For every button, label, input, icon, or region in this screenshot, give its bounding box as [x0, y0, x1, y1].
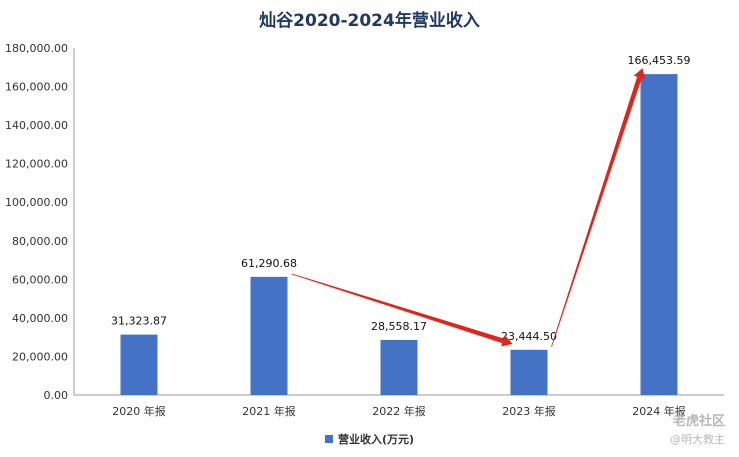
watermark-line2: @明大教主 — [670, 433, 725, 446]
y-tick-label: 120,000.00 — [5, 158, 68, 171]
bar — [640, 74, 678, 395]
bar — [120, 334, 158, 395]
data-label: 61,290.68 — [241, 257, 297, 270]
y-tick-label: 0.00 — [44, 389, 69, 402]
y-tick-label: 80,000.00 — [12, 235, 68, 248]
legend-label: 营业收入(万元) — [337, 433, 415, 446]
trend-arrow-shaft — [551, 76, 642, 347]
watermark: 老虎社区 @明大教主 — [670, 410, 725, 447]
y-tick-label: 180,000.00 — [5, 42, 68, 55]
y-tick-label: 140,000.00 — [5, 119, 68, 132]
data-label: 31,323.87 — [111, 315, 167, 328]
x-axis-labels: 2020 年报 2021 年报 2022 年报 2023 年报 2024 年报 — [112, 404, 686, 418]
trend-arrows — [291, 68, 646, 347]
y-tick-label: 40,000.00 — [12, 312, 68, 325]
data-labels: 31,323.87 61,290.68 28,558.17 23,444.50 166,… — [111, 54, 690, 343]
legend: 营业收入(万元) — [0, 431, 739, 447]
x-tick-label: 2020 年报 — [112, 404, 166, 418]
y-tick-label: 60,000.00 — [12, 273, 68, 286]
bar — [380, 339, 418, 395]
x-tick-label: 2023 年报 — [502, 404, 556, 418]
y-tick-label: 100,000.00 — [5, 196, 68, 209]
x-tick-label: 2024 年报 — [632, 404, 686, 418]
chart-title: 灿谷2020-2024年营业收入 — [259, 11, 480, 31]
trend-arrow-head — [501, 335, 513, 347]
trend-arrow-shaft — [291, 273, 504, 344]
watermark-line1: 老虎社区 — [672, 414, 725, 429]
bar — [250, 276, 288, 395]
data-label: 23,444.50 — [501, 330, 557, 343]
y-tick-label: 160,000.00 — [5, 81, 68, 94]
data-label: 28,558.17 — [371, 320, 427, 333]
y-tick-label: 20,000.00 — [12, 350, 68, 363]
bars — [120, 74, 678, 395]
legend-swatch — [324, 435, 333, 443]
x-tick-label: 2021 年报 — [242, 404, 296, 418]
trend-arrow-head — [633, 68, 646, 80]
bar — [510, 349, 548, 395]
y-axis-ticks: 0.00 20,000.00 40,000.00 60,000.00 80,000.00… — [5, 42, 68, 402]
data-label: 166,453.59 — [628, 54, 691, 67]
x-tick-label: 2022 年报 — [372, 404, 426, 418]
